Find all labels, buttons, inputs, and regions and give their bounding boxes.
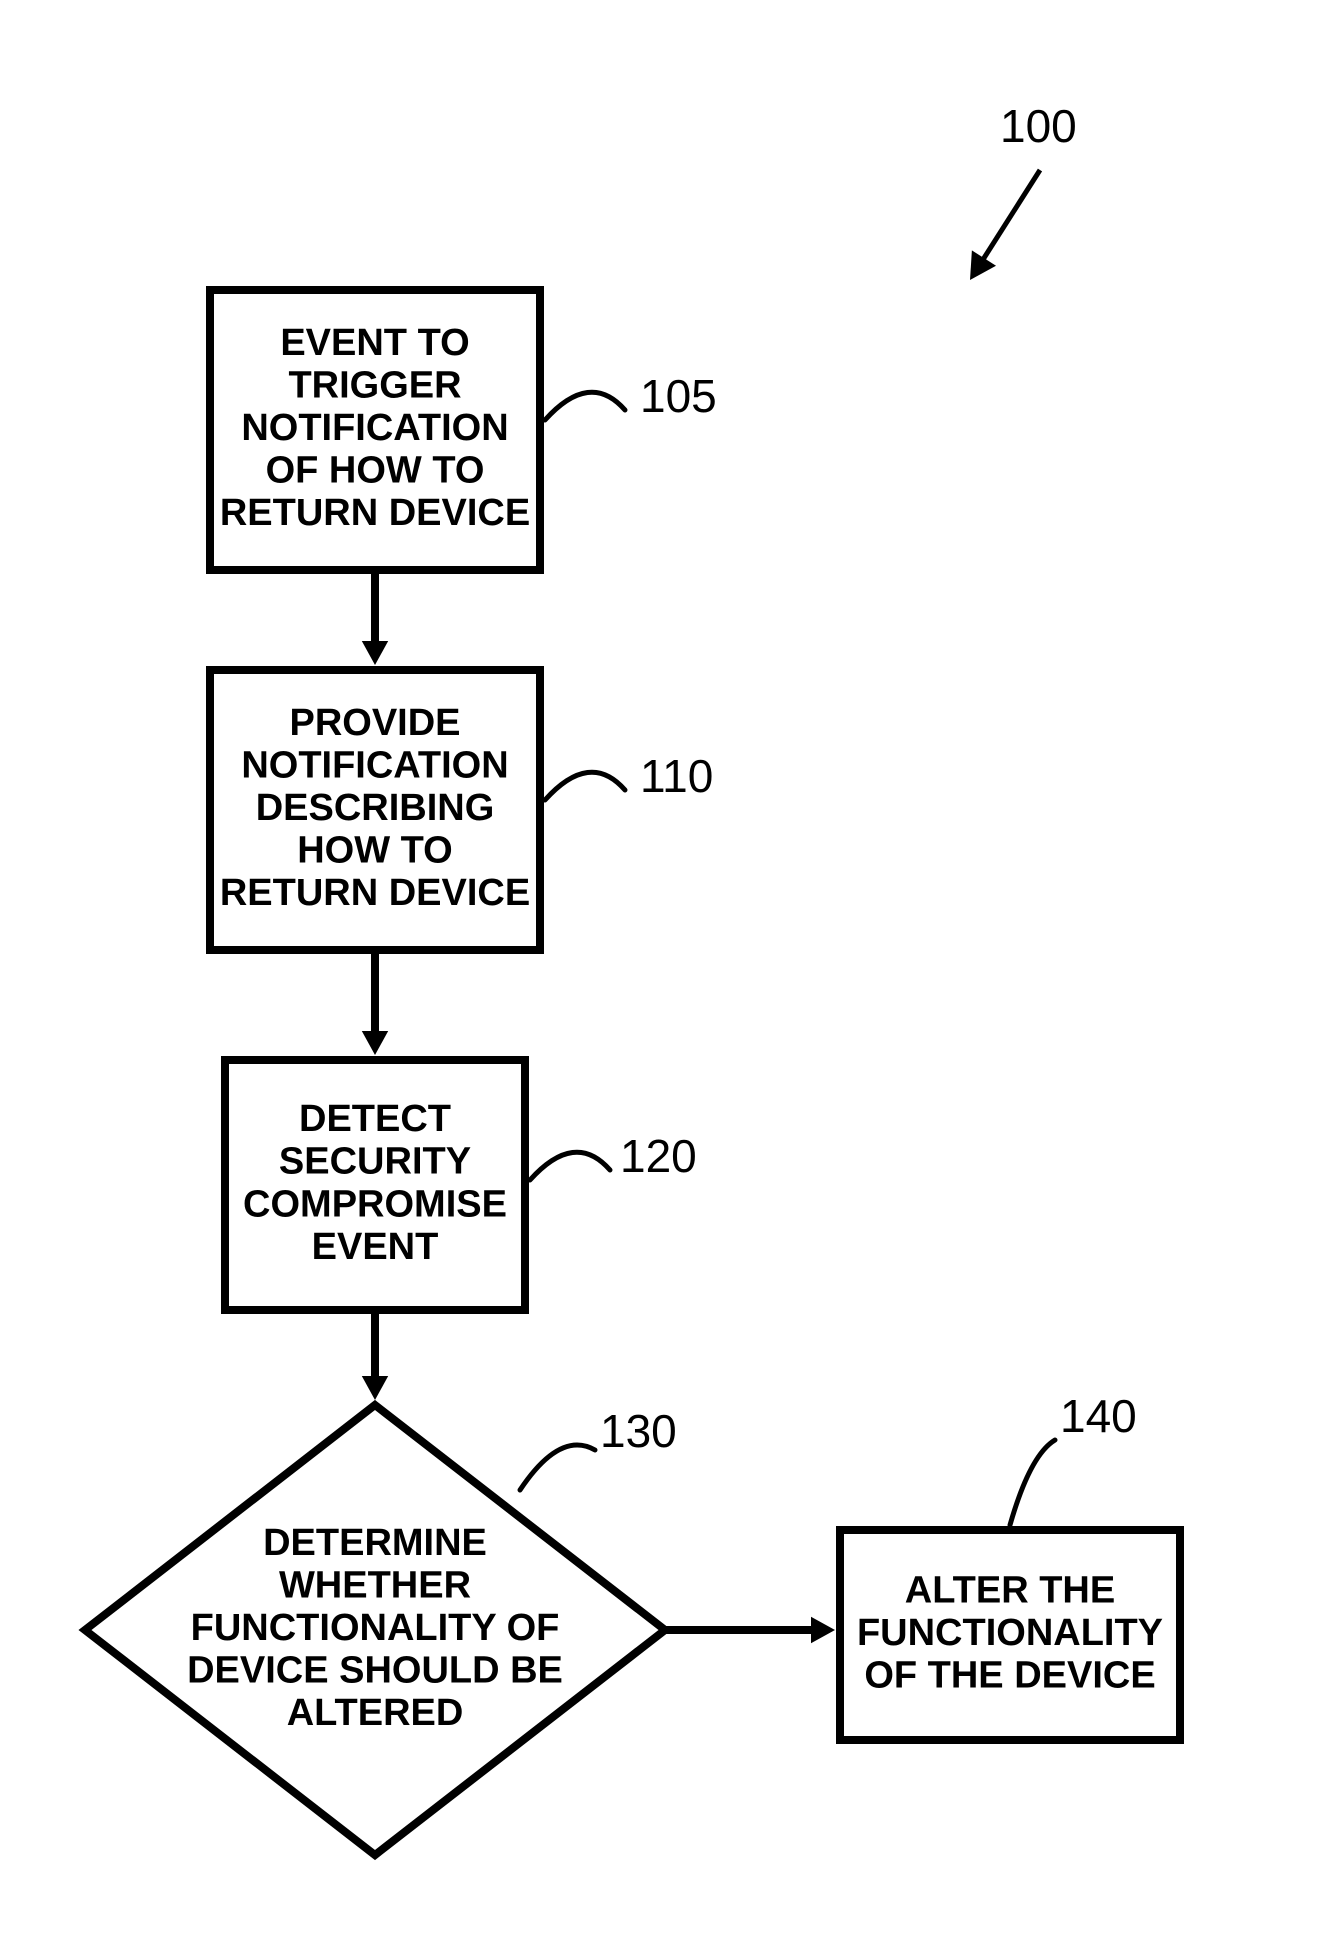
ref-label-110: 110 [640, 750, 713, 802]
svg-text:PROVIDENOTIFICATIONDESCRIBINGH: PROVIDENOTIFICATIONDESCRIBINGHOW TORETUR… [220, 702, 530, 914]
svg-text:ALTER THEFUNCTIONALITYOF THE D: ALTER THEFUNCTIONALITYOF THE DEVICE [857, 1569, 1163, 1696]
figure-ref-100: 100 [1000, 100, 1077, 152]
ref-label-120: 120 [620, 1130, 697, 1182]
ref-label-105: 105 [640, 370, 717, 422]
svg-text:EVENT TOTRIGGERNOTIFICATIONOF: EVENT TOTRIGGERNOTIFICATIONOF HOW TORETU… [220, 322, 530, 534]
ref-label-140: 140 [1060, 1390, 1137, 1442]
svg-text:DETERMINEWHETHERFUNCTIONALITY: DETERMINEWHETHERFUNCTIONALITY OFDEVICE S… [187, 1522, 563, 1734]
flowchart-canvas: 100 105 EVENT TOTRIGGERNOTIFICATIONOF HOW … [0, 0, 1321, 1956]
svg-text:DETECTSECURITYCOMPROMISEEVENT: DETECTSECURITYCOMPROMISEEVENT [243, 1098, 507, 1268]
ref-label-130: 130 [600, 1405, 677, 1457]
